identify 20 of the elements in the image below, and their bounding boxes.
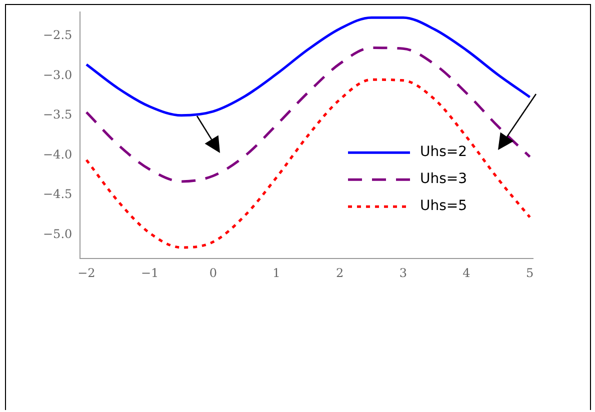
- legend-label: Uhs=2: [420, 144, 468, 160]
- x-tick-label: 3: [399, 266, 407, 280]
- x-tick-label: −1: [140, 266, 159, 280]
- legend-label: Uhs=3: [420, 171, 468, 188]
- line-series: [85, 78, 532, 249]
- y-tick-label: −3.0: [43, 68, 72, 82]
- x-tick-label: 4: [462, 266, 471, 280]
- x-tick-label: 2: [336, 266, 344, 280]
- legend-label: Uhs=5: [420, 198, 468, 214]
- line-series: [85, 16, 532, 117]
- y-tick-label: −3.5: [43, 108, 72, 122]
- y-tick-label: −4.0: [43, 147, 72, 162]
- y-tick-label: −4.5: [43, 187, 72, 202]
- x-tick-label: 0: [209, 266, 217, 280]
- x-tick-label: 1: [272, 266, 280, 280]
- y-tick-label: −5.0: [43, 226, 72, 241]
- x-tick-label: 5: [526, 266, 534, 280]
- line-series: [85, 46, 532, 183]
- x-tick-label: −2: [78, 266, 96, 280]
- y-tick-label: −2.5: [43, 28, 72, 42]
